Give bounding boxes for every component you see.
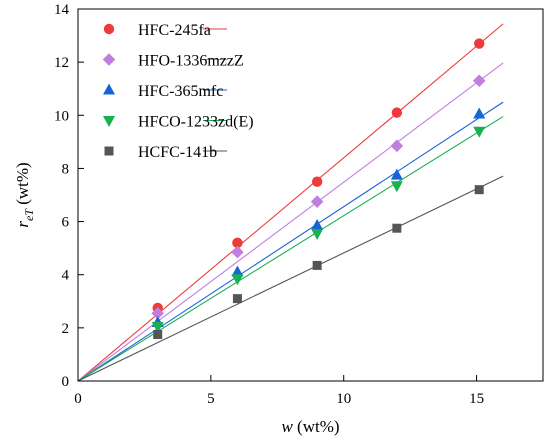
data-point-hfco-1233zd-e [151,322,164,334]
x-tick-label: 0 [74,391,82,407]
y-tick-label: 10 [54,108,69,124]
x-axis-variable: w [281,417,293,436]
fit-lines [77,23,504,382]
legend-marker-hfc-245fa [103,23,115,35]
y-axis-unit: (wt%) [13,162,32,209]
legend-label-hfco-1233zd-e: HFCO-1233zd(E) [138,114,254,131]
data-point-hcfc-141b [392,223,402,233]
data-point-hcfc-141b [153,330,163,339]
y-tick-label: 2 [62,321,70,337]
y-axis-title: reT (wt%) [13,162,36,227]
data-point-hfc-245fa [391,107,403,118]
legend: HFC-245fa HFO-1336mzzZ HFC-365mfc HFCO-1233… [102,22,254,161]
fit-line-hfc-365mfc [77,101,504,382]
data-point-hfc-365mfc [390,168,403,180]
plot-frame [77,8,544,382]
axis-ticks: 0 5 10 15 0 2 4 6 8 10 12 14 [54,2,484,407]
y-tick-label: 0 [62,374,70,390]
y-axis-subscript: eT [22,208,36,221]
legend-marker-hfc-365mfc [103,83,115,95]
fit-line-hfc-245fa [77,23,504,382]
data-point-hfc-365mfc [473,107,486,119]
data-markers [151,38,486,339]
data-point-hfo-1336mzzz [151,306,165,320]
data-point-hfo-1336mzzz [310,195,324,208]
data-point-hcfc-141b [232,294,242,304]
data-point-hfc-245fa [232,237,243,249]
data-point-hfco-1233zd-e [311,229,324,241]
y-tick-label: 4 [62,268,70,284]
legend-label-hfo-1336mzzz: HFO-1336mzzZ [138,53,244,70]
data-point-hcfc-141b [474,185,484,195]
legend-label-hfc-365mfc: HFC-365mfc [138,83,223,100]
data-point-hfco-1233zd-e [473,126,486,138]
x-tick-label: 5 [207,391,215,407]
data-point-hcfc-141b [312,260,322,270]
fit-line-hcfc-141b [77,175,504,382]
fit-line-hfco-1233zd-e [77,116,504,382]
y-tick-label: 8 [62,161,70,177]
legend-marker-hfco-1233zd-e [103,116,115,127]
data-point-hfc-245fa [474,38,485,49]
fit-line-hfo-1336mzzz [77,62,504,382]
legend-label-hfc-245fa: HFC-245fa [138,22,211,39]
data-point-hfo-1336mzzz [390,139,404,153]
data-point-hfc-365mfc [311,219,324,231]
y-tick-label: 12 [54,55,69,71]
y-tick-label: 6 [62,215,70,231]
y-axis-variable: r [13,221,32,228]
legend-marker-hcfc-141b [104,146,114,156]
x-axis-unit: (wt%) [293,417,340,436]
x-tick-label: 15 [469,391,484,407]
x-axis-title: w (wt%) [281,417,339,436]
data-point-hfo-1336mzzz [472,74,486,88]
data-point-hfc-245fa [311,176,323,187]
legend-marker-hfo-1336mzzz [102,53,116,66]
data-point-hfo-1336mzzz [231,245,244,259]
data-point-hfco-1233zd-e [231,274,244,286]
x-tick-label: 10 [336,391,351,407]
legend-label-hcfc-141b: HCFC-141b [138,144,217,161]
data-point-hfco-1233zd-e [390,181,403,193]
data-point-hfc-365mfc [231,265,244,277]
y-tick-label: 14 [54,2,70,18]
